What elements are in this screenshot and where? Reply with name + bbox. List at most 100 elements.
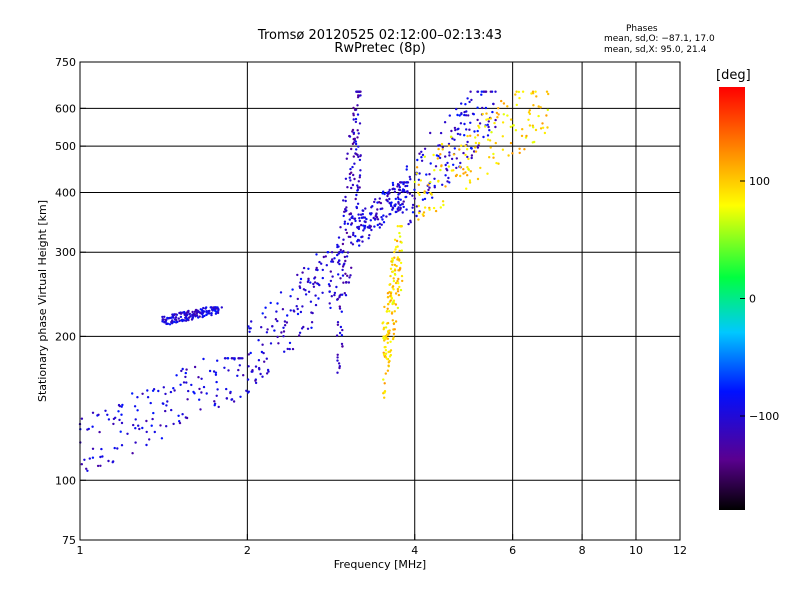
data-point — [418, 172, 421, 175]
data-point — [481, 112, 484, 116]
data-point — [168, 323, 172, 326]
data-point — [398, 249, 401, 253]
data-point — [398, 267, 402, 271]
data-point — [341, 265, 345, 268]
data-point — [344, 259, 347, 263]
data-point — [453, 126, 457, 130]
data-point — [489, 117, 493, 120]
data-point — [469, 146, 473, 150]
data-point — [91, 447, 95, 450]
data-point — [304, 293, 308, 296]
data-point — [439, 168, 442, 172]
data-point — [393, 256, 396, 259]
data-point — [133, 405, 137, 408]
data-point — [179, 383, 182, 386]
data-point — [208, 369, 212, 373]
data-point — [200, 391, 203, 394]
data-point — [317, 297, 320, 300]
data-point — [439, 131, 443, 135]
data-point — [399, 206, 402, 210]
data-point — [339, 325, 343, 329]
data-point — [518, 96, 521, 100]
data-point — [309, 281, 312, 284]
data-point — [359, 94, 362, 97]
data-point — [386, 337, 390, 340]
data-point — [107, 418, 111, 421]
data-point — [348, 176, 351, 179]
data-point — [91, 425, 94, 428]
data-point — [420, 159, 424, 162]
data-point — [313, 277, 316, 280]
data-point — [339, 248, 342, 252]
data-point — [495, 161, 498, 165]
data-point — [488, 156, 491, 159]
data-point — [401, 202, 404, 206]
data-point — [370, 228, 373, 232]
data-point — [470, 154, 474, 157]
data-point — [469, 170, 472, 173]
data-point — [193, 313, 196, 316]
data-point — [100, 447, 103, 451]
data-point — [476, 146, 480, 149]
data-point — [452, 163, 455, 166]
data-point — [132, 423, 135, 427]
data-point — [269, 342, 273, 345]
data-point — [406, 184, 409, 188]
data-point — [333, 293, 336, 297]
data-point — [450, 157, 454, 161]
data-point — [388, 359, 391, 363]
data-point — [383, 339, 386, 342]
data-point — [427, 188, 430, 192]
data-point — [182, 319, 185, 322]
data-point — [368, 212, 372, 215]
data-point — [215, 394, 218, 397]
data-point — [443, 121, 447, 124]
data-point — [384, 349, 388, 352]
data-point — [345, 206, 348, 209]
data-point — [385, 198, 388, 202]
data-point — [394, 281, 398, 285]
data-point — [429, 180, 432, 184]
data-point — [151, 417, 154, 421]
data-point — [350, 147, 353, 151]
data-point — [386, 292, 390, 295]
data-point — [429, 162, 432, 165]
data-point — [339, 277, 342, 280]
data-point — [161, 402, 164, 405]
data-point — [494, 141, 497, 145]
data-point — [351, 130, 354, 133]
data-point — [448, 151, 451, 154]
data-point — [338, 259, 341, 262]
data-point — [202, 357, 205, 361]
data-point — [333, 257, 336, 260]
data-point — [262, 351, 265, 355]
data-point — [415, 172, 418, 175]
data-point — [455, 166, 458, 170]
data-point — [292, 309, 295, 312]
data-point — [418, 193, 421, 196]
data-point — [247, 325, 250, 328]
data-point — [307, 290, 311, 293]
data-point — [468, 100, 471, 104]
data-point — [390, 296, 393, 299]
data-point — [181, 311, 185, 314]
data-point — [398, 181, 402, 184]
data-point — [449, 135, 453, 138]
data-point — [264, 306, 267, 309]
data-point — [474, 136, 477, 139]
data-point — [205, 313, 208, 317]
data-point — [491, 110, 494, 114]
data-point — [352, 112, 355, 115]
data-point — [447, 144, 451, 147]
data-point — [476, 106, 479, 109]
data-point — [247, 365, 250, 368]
data-point — [389, 349, 393, 352]
data-point — [336, 371, 339, 374]
data-point — [397, 282, 400, 285]
data-point — [474, 150, 478, 153]
data-point — [392, 279, 396, 283]
data-point — [298, 334, 301, 337]
data-point — [344, 294, 348, 297]
x-tick-label: 12 — [673, 544, 687, 557]
